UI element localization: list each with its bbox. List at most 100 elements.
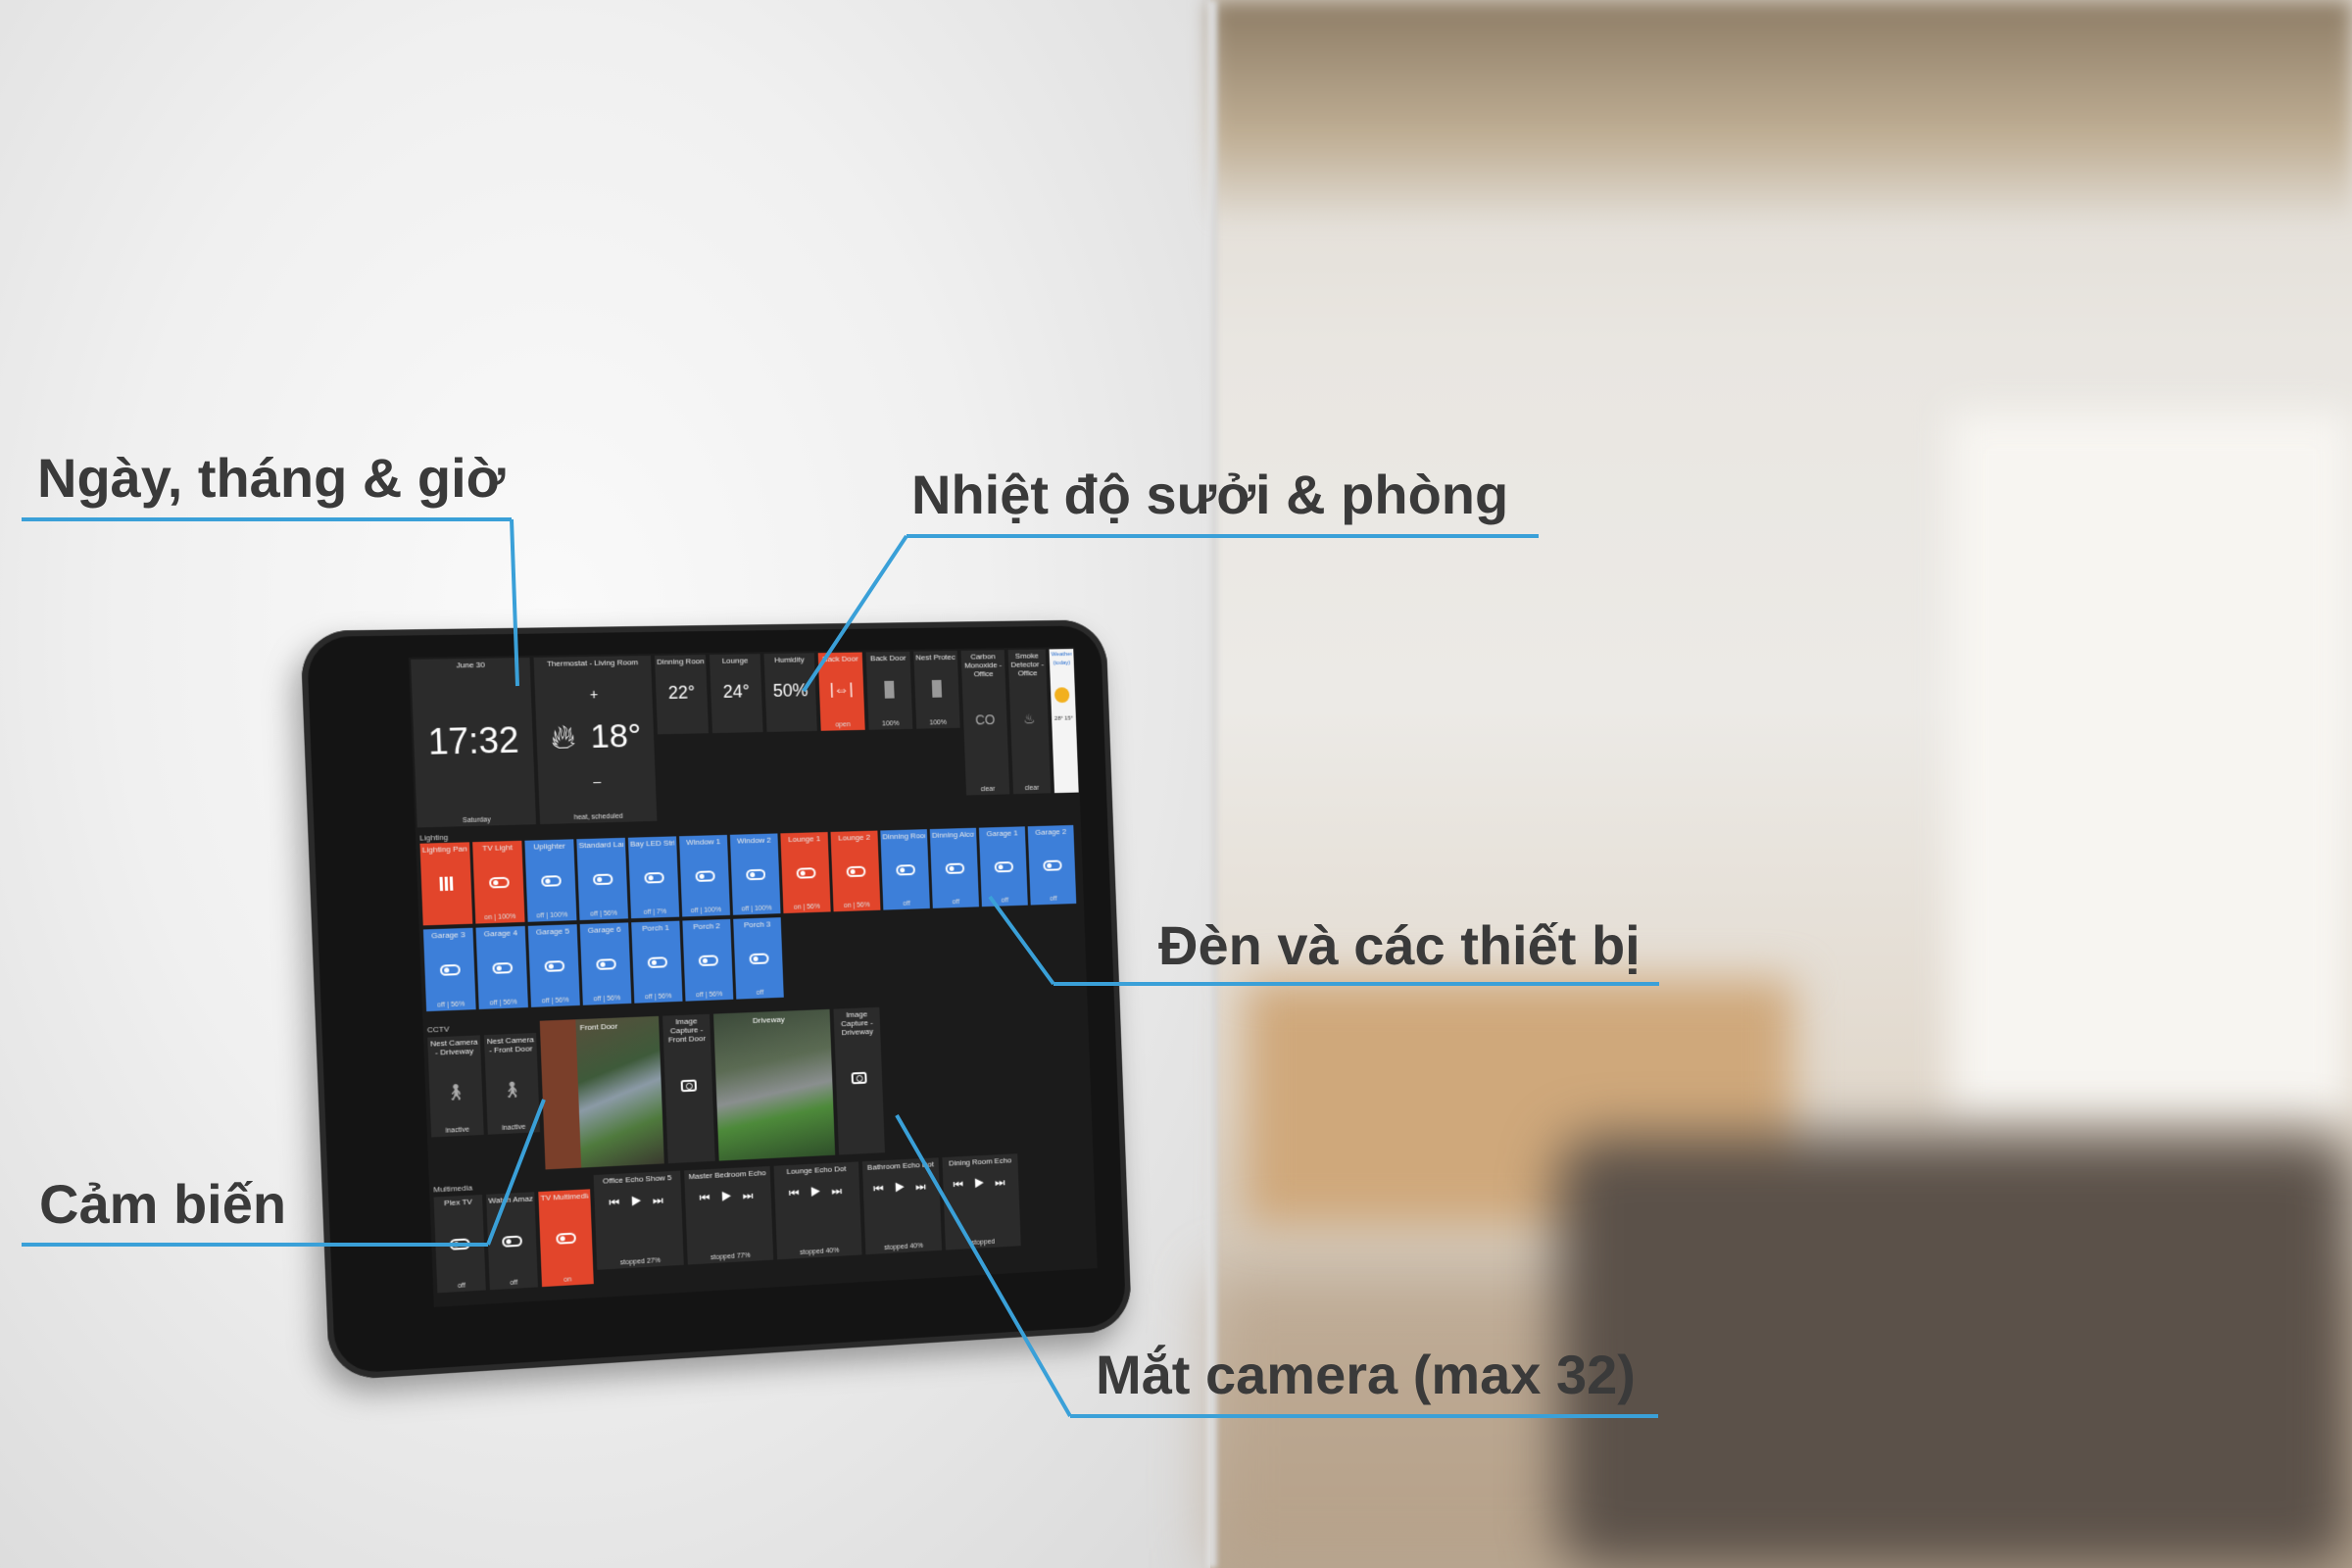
toggle-switch-icon (647, 956, 666, 968)
media-state: on (544, 1275, 592, 1285)
light-label: Garage 2 (1030, 827, 1072, 837)
thermostat-plus-button[interactable]: + (535, 685, 653, 703)
camera-feed-driveway[interactable]: Driveway (713, 1009, 835, 1161)
sensor-label: Carbon Monoxide - Office (963, 652, 1004, 678)
playback-controls-icon[interactable]: ⏮ ▶ ⏭ (594, 1193, 681, 1212)
light-tile-uplighter[interactable]: Uplighter off | 100% (524, 839, 576, 921)
multimedia-section-title: Multimedia (433, 1183, 472, 1194)
light-label: TV Light (474, 843, 519, 853)
camera-icon (681, 1079, 697, 1092)
toggle-switch-icon (945, 863, 964, 874)
light-tile-garage-1[interactable]: Garage 1 off (979, 826, 1028, 906)
light-tile-porch-2[interactable]: Porch 2 off | 56% (682, 919, 733, 1002)
toggle-switch-icon (695, 870, 714, 882)
sensor-back-door-contact[interactable]: Back Door |⇔| open (818, 653, 865, 731)
annotation-sensors-underline (22, 1243, 488, 1247)
light-state: off | 100% (684, 906, 728, 914)
media-label: Master Bedroom Echo (686, 1168, 768, 1181)
toggle-switch-icon (502, 1236, 522, 1248)
playback-controls-icon[interactable]: ⏮ ▶ ⏭ (863, 1179, 940, 1198)
thermostat-mode: heat, scheduled (542, 812, 656, 822)
playback-controls-icon[interactable]: ⏮ ▶ ⏭ (943, 1175, 1018, 1194)
cctv-sensor-state: inactive (490, 1123, 538, 1132)
light-tile-garage-6[interactable]: Garage 6 off | 56% (580, 922, 632, 1004)
clock-tile[interactable]: June 30 17:32 Saturday (411, 658, 536, 827)
light-tile-window-1[interactable]: Window 1 off | 100% (679, 835, 730, 917)
sensor-value: clear (1015, 785, 1050, 793)
sensor-dinning-room[interactable]: Dinning Room 22° (655, 655, 709, 734)
motion-icon: 🚶︎ (486, 1079, 539, 1102)
toggle-switch-icon (896, 864, 915, 875)
room-window (1950, 412, 2352, 1117)
thermostat-minus-button[interactable]: – (538, 772, 656, 791)
sensor-value: clear (968, 786, 1008, 794)
light-tile-garage-3[interactable]: Garage 3 off | 56% (423, 928, 476, 1011)
thermostat-tile[interactable]: Thermostat - Living Room + 🔥︎ 18° – heat… (534, 656, 658, 824)
light-tile-dinning-alcove[interactable]: Dinning Alcove off (930, 828, 979, 908)
light-label: Garage 3 (425, 930, 471, 941)
sensor-carbon-monoxide[interactable]: Carbon Monoxide - Office CO clear (961, 650, 1010, 795)
clock-day: Saturday (418, 815, 533, 825)
light-tile-window-2[interactable]: Window 2 off | 100% (730, 833, 781, 914)
media-tile-watch-amazon-tv[interactable]: Watch Amazon TV off (486, 1192, 538, 1290)
media-tile-lounge-echo-dot[interactable]: Lounge Echo Dot ⏮ ▶ ⏭ stopped 40% (774, 1161, 862, 1259)
toggle-switch-icon (541, 875, 562, 887)
media-state: stopped (948, 1237, 1019, 1248)
toggle-switch-icon (698, 955, 717, 966)
light-tile-lighting-panel[interactable]: Lighting Panel (419, 842, 472, 925)
battery-icon (884, 681, 894, 699)
light-tile-garage-5[interactable]: Garage 5 off | 56% (528, 924, 580, 1007)
light-tile-tv-light[interactable]: TV Light on | 100% (472, 841, 524, 924)
light-tile-lounge-2[interactable]: Lounge 2 on | 56% (831, 831, 881, 912)
lighting-section-title: Lighting (419, 833, 448, 843)
sensor-lounge[interactable]: Lounge 24° (710, 654, 763, 733)
weather-tile[interactable]: Weather (today) 28° 15° (1050, 649, 1079, 793)
sensor-smoke[interactable]: Smoke Detector - Office ♨ clear (1008, 650, 1052, 795)
camera-feed-front-door[interactable]: Front Door (540, 1016, 664, 1170)
toggle-switch-icon (796, 867, 815, 879)
playback-controls-icon[interactable]: ⏮ ▶ ⏭ (774, 1183, 859, 1201)
light-label: Window 1 (681, 837, 725, 847)
capture-label: Image Capture - Front Door (664, 1016, 709, 1045)
light-label: Window 2 (732, 835, 776, 845)
media-tile-dining-room-echo[interactable]: Dining Room Echo ⏮ ▶ ⏭ stopped (942, 1153, 1020, 1250)
light-tile-dinning-room[interactable]: Dinning Room off (880, 829, 930, 909)
toggle-switch-icon (596, 958, 616, 970)
annotation-datetime: Ngày, tháng & giờ (37, 446, 505, 510)
light-tile-bay-led-strip[interactable]: Bay LED Strip off | 7% (628, 836, 679, 918)
annotation-temperature: Nhiệt độ sưởi & phòng (911, 463, 1508, 526)
media-state: off (439, 1281, 484, 1291)
playback-controls-icon[interactable]: ⏮ ▶ ⏭ (685, 1188, 771, 1207)
sensor-value: open (822, 721, 862, 729)
light-tile-standard-lamp[interactable]: Standard Lamp off | 56% (576, 838, 628, 920)
media-tile-master-bedroom-echo[interactable]: Master Bedroom Echo ⏮ ▶ ⏭ stopped 77% (684, 1166, 773, 1265)
light-tile-porch-3[interactable]: Porch 3 off (733, 917, 784, 1000)
room-ceiling (1210, 0, 2352, 225)
cctv-sensor-driveway[interactable]: Nest Camera - Driveway 🚶︎ inactive (427, 1035, 484, 1137)
camera-label: Front Door (580, 1022, 618, 1033)
sensor-humidity[interactable]: Humidity 50% (764, 653, 817, 732)
light-state (425, 922, 470, 924)
image-capture-front-door[interactable]: Image Capture - Front Door (662, 1014, 715, 1163)
image-capture-driveway[interactable]: Image Capture - Driveway (833, 1007, 884, 1155)
light-tile-lounge-1[interactable]: Lounge 1 on | 56% (780, 832, 830, 913)
media-label: Bathroom Echo Dot (864, 1159, 937, 1172)
toggle-switch-icon (544, 960, 564, 972)
thermostat-title: Thermostat - Living Room (536, 658, 650, 668)
media-label: Watch Amazon TV (488, 1194, 532, 1204)
light-label: Porch 2 (684, 921, 728, 932)
light-tile-garage-4[interactable]: Garage 4 off | 56% (476, 926, 528, 1009)
media-tile-office-echo-show-5[interactable]: Office Echo Show 5 ⏮ ▶ ⏭ stopped 27% (594, 1171, 684, 1270)
door-open-icon: |⇔| (819, 681, 864, 700)
media-tile-bathroom-echo-dot[interactable]: Bathroom Echo Dot ⏮ ▶ ⏭ stopped 40% (862, 1157, 942, 1254)
media-tile-tv-multimedia[interactable]: TV Multimedia on (538, 1189, 594, 1287)
sensor-value: 50% (765, 680, 816, 702)
light-tile-garage-2[interactable]: Garage 2 off (1028, 825, 1077, 906)
light-tile-porch-1[interactable]: Porch 1 off | 56% (631, 921, 682, 1004)
sensor-nest-protect[interactable]: Nest Protect - Office 100% (913, 651, 959, 729)
cctv-sensor-front-door[interactable]: Nest Camera - Front Door 🚶︎ inactive (484, 1033, 540, 1135)
light-label: Garage 4 (478, 928, 523, 939)
sensor-back-door-battery[interactable]: Back Door 100% (866, 652, 913, 730)
thermostat-temp: 18° (590, 717, 642, 757)
toggle-switch-icon (592, 874, 612, 886)
